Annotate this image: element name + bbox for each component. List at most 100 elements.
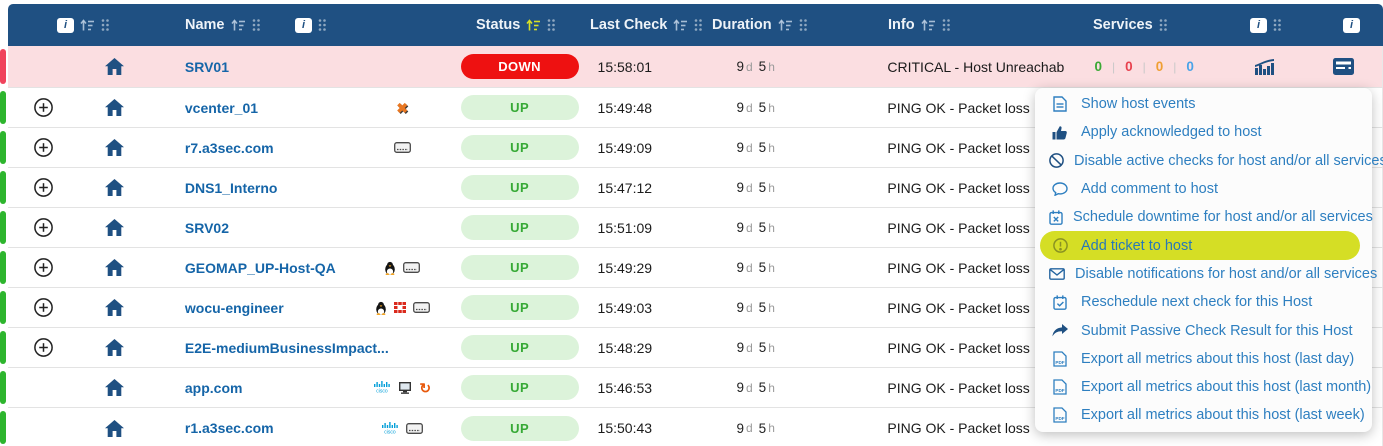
drag-handle-icon[interactable] xyxy=(252,18,261,32)
duration-days-unit: d xyxy=(746,340,753,355)
menu-item-reschedule-check[interactable]: Reschedule next check for this Host xyxy=(1035,288,1372,316)
sort-icon[interactable] xyxy=(777,19,793,32)
appliance-icon xyxy=(393,142,411,153)
menu-item-show-host-events[interactable]: Show host events xyxy=(1035,90,1372,118)
metrics-chart-icon[interactable] xyxy=(1254,58,1275,76)
expand-row-button[interactable] xyxy=(34,178,54,197)
duration-days: 9 xyxy=(736,100,744,115)
menu-item-add-ticket[interactable]: Add ticket to host xyxy=(1040,231,1360,260)
host-name-link[interactable]: GEOMAP_UP-Host-QA xyxy=(184,259,336,276)
drag-handle-icon[interactable] xyxy=(1273,18,1282,32)
duration: 9 d 5 h xyxy=(704,46,834,87)
home-icon[interactable] xyxy=(105,299,125,316)
column-header-info[interactable]: Info xyxy=(888,4,951,46)
duration-hours: 5 xyxy=(758,300,767,315)
column-header-last-check[interactable]: Last Check xyxy=(590,4,703,46)
last-check-time: 15:50:43 xyxy=(597,420,653,436)
drag-handle-icon[interactable] xyxy=(694,18,703,32)
column-header-type: i xyxy=(295,4,327,46)
menu-item-export-metrics-month[interactable]: Export all metrics about this host (last… xyxy=(1035,373,1372,401)
menu-item-schedule-downtime[interactable]: Schedule downtime for host and/or all se… xyxy=(1035,203,1373,231)
host-name-link[interactable]: r7.a3sec.com xyxy=(184,139,274,156)
services-critical-count[interactable]: 0 xyxy=(1125,59,1133,74)
sort-icon[interactable] xyxy=(230,19,246,32)
expand-row-button[interactable] xyxy=(34,138,54,157)
status-info-text: CRITICAL - Host Unreachabl... xyxy=(887,58,1065,75)
host-state-stripe xyxy=(0,291,6,324)
expand-row-button[interactable] xyxy=(34,258,54,277)
home-icon[interactable] xyxy=(105,339,125,356)
column-header-expand: i xyxy=(57,4,110,46)
status-badge: UP xyxy=(460,95,579,120)
status-info-text: PING OK - Packet loss xyxy=(887,299,1030,316)
host-actions-menu-icon[interactable] xyxy=(1332,58,1354,75)
home-icon[interactable] xyxy=(105,219,125,236)
column-info-icon[interactable]: i xyxy=(1343,17,1360,33)
host-name-link[interactable]: vcenter_01 xyxy=(184,99,259,116)
services-ok-count[interactable]: 0 xyxy=(1094,59,1102,74)
host-name-link[interactable]: DNS1_Interno xyxy=(184,179,278,196)
drag-handle-icon[interactable] xyxy=(101,18,110,32)
expand-row-button[interactable] xyxy=(34,338,54,357)
home-icon[interactable] xyxy=(105,259,125,276)
column-header-duration[interactable]: Duration xyxy=(712,4,808,46)
menu-item-label: Apply acknowledged to host xyxy=(1081,124,1262,141)
column-header-status[interactable]: Status xyxy=(476,4,556,46)
menu-item-disable-notifications[interactable]: Disable notifications for host and/or al… xyxy=(1035,260,1377,288)
expand-row-button[interactable] xyxy=(34,98,54,117)
status-badge: UP xyxy=(460,135,579,160)
column-label: Info xyxy=(888,17,915,33)
services-counts: 0 | 0 | 0 | 0 xyxy=(1064,46,1224,87)
home-icon[interactable] xyxy=(105,58,125,75)
host-name-link[interactable]: wocu-engineer xyxy=(184,299,284,316)
host-name-link[interactable]: app.com xyxy=(184,379,243,396)
column-info-icon[interactable]: i xyxy=(295,17,312,33)
status-info-text: PING OK - Packet loss xyxy=(887,259,1030,276)
host-name-link[interactable]: r1.a3sec.com xyxy=(184,420,274,436)
host-state-stripe xyxy=(0,171,6,204)
duration-days-unit: d xyxy=(745,100,753,115)
host-name-link[interactable]: SRV02 xyxy=(184,219,229,236)
menu-item-apply-acknowledged[interactable]: Apply acknowledged to host xyxy=(1035,118,1372,146)
drag-handle-icon[interactable] xyxy=(547,18,556,32)
menu-item-disable-active-checks[interactable]: Disable active checks for host and/or al… xyxy=(1035,147,1383,175)
sort-icon[interactable] xyxy=(80,19,95,32)
duration-days: 9 xyxy=(736,300,744,315)
expand-row-button[interactable] xyxy=(34,218,54,237)
menu-item-label: Add comment to host xyxy=(1081,181,1219,198)
column-info-icon[interactable]: i xyxy=(1250,17,1267,33)
home-icon[interactable] xyxy=(105,379,125,396)
home-icon[interactable] xyxy=(105,419,125,437)
home-icon[interactable] xyxy=(105,139,125,156)
home-icon[interactable] xyxy=(105,99,125,116)
drag-handle-icon[interactable] xyxy=(942,18,951,32)
menu-item-add-comment[interactable]: Add comment to host xyxy=(1035,175,1372,203)
duration-hours-unit: h xyxy=(768,180,775,195)
duration-hours: 5 xyxy=(758,59,767,74)
status-badge: UP xyxy=(460,335,579,360)
sort-icon[interactable] xyxy=(920,19,936,32)
last-check-time: 15:58:01 xyxy=(597,58,653,75)
menu-item-export-metrics-day[interactable]: Export all metrics about this host (last… xyxy=(1035,345,1372,373)
menu-item-export-metrics-week[interactable]: Export all metrics about this host (last… xyxy=(1035,401,1372,429)
sort-icon[interactable] xyxy=(673,19,689,32)
sort-icon-active[interactable] xyxy=(526,19,542,32)
expand-row-button[interactable] xyxy=(34,298,54,317)
drag-handle-icon[interactable] xyxy=(1159,18,1168,32)
drag-handle-icon[interactable] xyxy=(318,18,327,32)
status-badge: DOWN xyxy=(460,54,579,79)
home-icon[interactable] xyxy=(105,179,125,196)
services-unknown-count[interactable]: 0 xyxy=(1186,59,1194,74)
drag-handle-icon[interactable] xyxy=(799,18,808,32)
menu-item-label: Disable notifications for host and/or al… xyxy=(1075,265,1378,282)
menu-item-submit-passive-check[interactable]: Submit Passive Check Result for this Hos… xyxy=(1035,316,1372,344)
duration-hours: 5 xyxy=(758,380,767,395)
column-header-name[interactable]: Name xyxy=(185,4,261,46)
column-label: Services xyxy=(1093,17,1153,33)
status-badge: UP xyxy=(460,295,579,320)
column-info-icon[interactable]: i xyxy=(57,17,74,33)
host-name-link[interactable]: SRV01 xyxy=(184,58,229,75)
services-warning-count[interactable]: 0 xyxy=(1155,59,1164,74)
thumbs-up-icon xyxy=(1049,125,1071,140)
host-name-link[interactable]: E2E-mediumBusinessImpact... xyxy=(184,339,389,356)
